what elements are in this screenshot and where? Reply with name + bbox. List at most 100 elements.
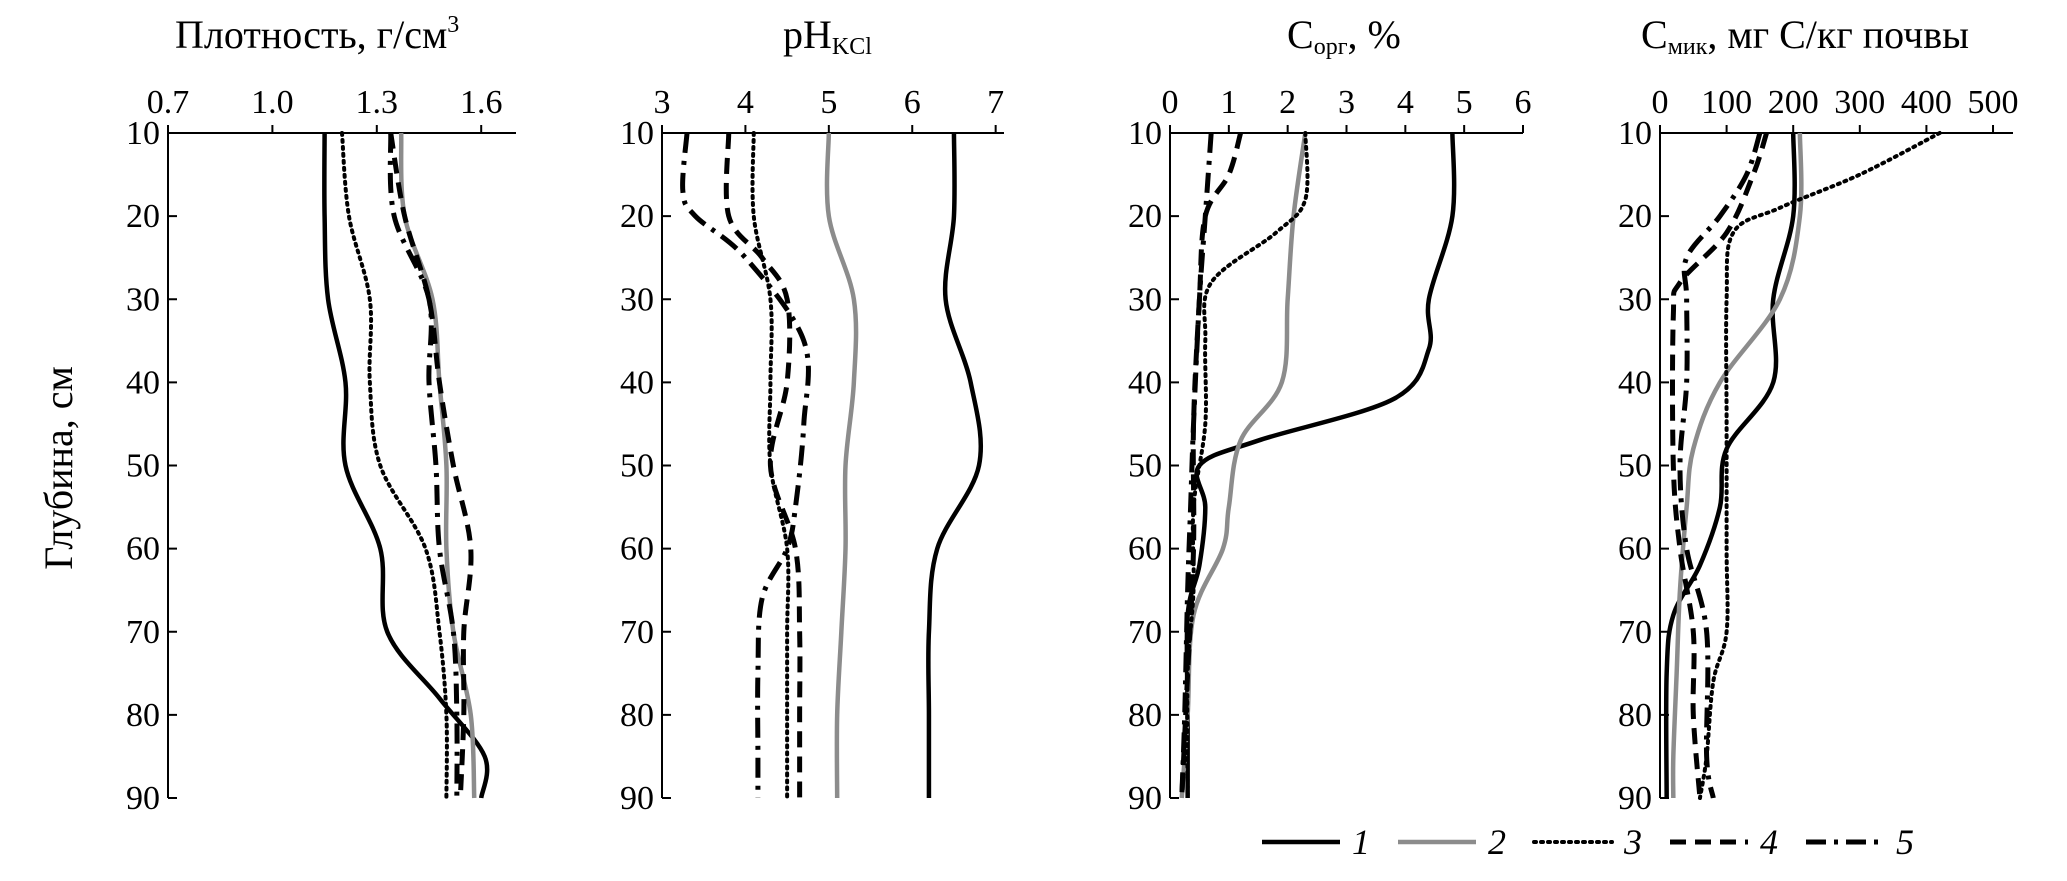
y-tick-label-density: 90 — [126, 780, 160, 817]
x-tick-label-ph: 3 — [654, 84, 671, 121]
series-corg-1 — [1184, 132, 1457, 798]
series-ph-4 — [723, 132, 803, 798]
panel-title-cmic-main: C — [1641, 12, 1668, 57]
legend-label-5: 5 — [1896, 822, 1914, 862]
panel-density: 0.7 1.0 1.3 1.6 10 20 30 40 50 60 70 80 90 — [126, 84, 516, 817]
series-cmic-2 — [1670, 132, 1804, 799]
y-tick-label-corg: 40 — [1128, 364, 1162, 401]
y-tick-label-cmic: 80 — [1618, 697, 1652, 734]
y-tick-label-ph: 40 — [620, 364, 654, 401]
series-density-1 — [322, 132, 490, 799]
y-tick-label-corg: 90 — [1128, 780, 1162, 817]
series-cmic-5 — [1677, 132, 1763, 799]
panel-corg: 0 1 2 3 4 5 6 10 20 30 40 50 60 70 80 90 — [1128, 84, 1532, 817]
panel-title-cmic-after: , мг C/кг почвы — [1707, 12, 1969, 57]
y-tick-label-density: 20 — [126, 198, 160, 235]
y-tick-label-corg: 20 — [1128, 198, 1162, 235]
x-tick-label-corg: 5 — [1456, 84, 1473, 121]
panel-title-density-main: Плотность, г/см — [175, 12, 447, 57]
y-tick-label-corg: 30 — [1128, 281, 1162, 318]
series-ph-5 — [680, 132, 811, 798]
y-tick-label-corg: 80 — [1128, 697, 1162, 734]
y-tick-label-cmic: 70 — [1618, 614, 1652, 651]
panel-title-corg-after: , % — [1348, 12, 1401, 57]
y-tick-label-ph: 10 — [620, 115, 654, 152]
panel-title-corg: Cорг, % — [1287, 12, 1401, 60]
series-corg-5 — [1179, 132, 1214, 799]
y-tick-label-density: 50 — [126, 448, 160, 485]
y-tick-label-ph: 90 — [620, 780, 654, 817]
y-tick-label-density: 40 — [126, 364, 160, 401]
panel-title-ph: pHKCl — [783, 12, 872, 60]
y-tick-label-ph: 20 — [620, 198, 654, 235]
y-tick-label-density: 10 — [126, 115, 160, 152]
y-tick-label-ph: 70 — [620, 614, 654, 651]
y-tick-label-corg: 50 — [1128, 448, 1162, 485]
y-tick-label-cmic: 40 — [1618, 364, 1652, 401]
y-tick-label-ph: 30 — [620, 281, 654, 318]
x-tick-label-ph: 4 — [737, 84, 754, 121]
y-tick-label-ph: 60 — [620, 531, 654, 568]
series-cmic-3 — [1697, 131, 1942, 800]
y-tick-label-cmic: 60 — [1618, 531, 1652, 568]
x-tick-label-cmic: 300 — [1834, 84, 1885, 121]
panel-title-density: Плотность, г/см3 — [175, 12, 459, 57]
x-tick-label-cmic: 200 — [1768, 84, 1819, 121]
x-tick-label-corg: 4 — [1397, 84, 1414, 121]
y-tick-label-cmic: 90 — [1618, 780, 1652, 817]
legend-label-4: 4 — [1760, 822, 1778, 862]
x-tick-label-cmic: 500 — [1968, 84, 2019, 121]
y-tick-label-ph: 50 — [620, 448, 654, 485]
x-tick-label-cmic: 100 — [1701, 84, 1752, 121]
panel-title-ph-main: pH — [783, 12, 832, 57]
y-axis-label: Глубина, см — [36, 366, 81, 570]
y-tick-label-density: 70 — [126, 614, 160, 651]
x-tick-label-density: 1.0 — [251, 84, 294, 121]
series-density-5 — [387, 132, 460, 799]
y-tick-label-cmic: 20 — [1618, 198, 1652, 235]
y-tick-label-density: 60 — [126, 531, 160, 568]
panel-title-ph-sub: KCl — [832, 34, 872, 60]
series-density-3 — [340, 131, 449, 800]
x-tick-label-ph: 6 — [904, 84, 921, 121]
x-tick-label-density: 0.7 — [147, 84, 190, 121]
panel-title-corg-sub: орг — [1314, 34, 1348, 60]
y-tick-label-corg: 70 — [1128, 614, 1162, 651]
x-tick-label-cmic: 0 — [1652, 84, 1669, 121]
panel-title-corg-main: C — [1287, 12, 1314, 57]
y-tick-label-ph: 80 — [620, 697, 654, 734]
panel-title-density-sup: 3 — [447, 12, 459, 38]
series-ph-2 — [824, 132, 859, 799]
x-tick-label-corg: 0 — [1162, 84, 1179, 121]
x-tick-label-corg: 2 — [1279, 84, 1296, 121]
series-cmic-4 — [1669, 132, 1769, 799]
y-tick-label-density: 30 — [126, 281, 160, 318]
x-tick-label-ph: 5 — [820, 84, 837, 121]
series-ph-1 — [926, 132, 984, 798]
panel-title-cmic-sub: мик — [1668, 34, 1708, 60]
x-tick-label-corg: 1 — [1220, 84, 1237, 121]
y-tick-label-cmic: 50 — [1618, 448, 1652, 485]
panel-ph: 3 4 5 6 7 10 20 30 40 50 60 70 80 90 — [620, 84, 1004, 817]
x-tick-label-density: 1.3 — [356, 84, 399, 121]
y-tick-label-cmic: 30 — [1618, 281, 1652, 318]
y-tick-label-density: 80 — [126, 697, 160, 734]
legend-label-2: 2 — [1488, 822, 1506, 862]
x-tick-label-corg: 6 — [1515, 84, 1532, 121]
legend: 1 2 3 4 5 — [1262, 822, 1914, 862]
y-tick-label-corg: 10 — [1128, 115, 1162, 152]
x-tick-label-ph: 7 — [987, 84, 1004, 121]
x-tick-label-density: 1.6 — [460, 84, 503, 121]
legend-label-3: 3 — [1623, 822, 1642, 862]
y-tick-label-cmic: 10 — [1618, 115, 1652, 152]
legend-label-1: 1 — [1352, 822, 1370, 862]
x-tick-label-cmic: 400 — [1901, 84, 1952, 121]
series-density-4 — [388, 132, 474, 799]
panel-title-cmic: Cмик, мг C/кг почвы — [1641, 12, 1969, 60]
series-cmic-1 — [1663, 132, 1797, 799]
y-tick-label-corg: 60 — [1128, 531, 1162, 568]
panel-cmic: 0 100 200 300 400 500 10 20 30 40 50 60 70 80 90 — [1618, 84, 2019, 817]
